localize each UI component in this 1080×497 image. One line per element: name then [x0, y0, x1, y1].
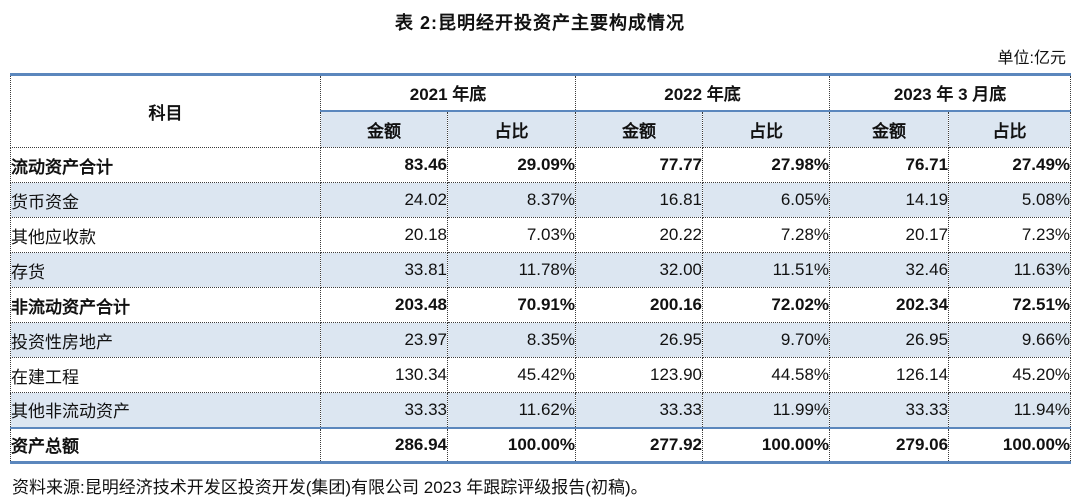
- amount-2022-cell: 77.77: [575, 147, 704, 183]
- amount-2022-cell: 200.16: [575, 287, 704, 323]
- row-label: 其他非流动资产: [10, 392, 321, 428]
- ratio-2021-cell: 70.91%: [446, 287, 577, 323]
- ratio-2022-cell: 7.28%: [702, 217, 831, 253]
- ratio-2022-cell: 27.98%: [702, 147, 831, 183]
- amount-2023m3-cell: 20.17: [829, 217, 950, 253]
- ratio-2023m3-cell: 27.49%: [948, 147, 1072, 183]
- row-label: 存货: [10, 252, 321, 288]
- row-label: 资产总额: [10, 426, 321, 464]
- ratio-2021-cell: 8.35%: [446, 322, 577, 358]
- amount-2023m3-cell: 202.34: [829, 287, 950, 323]
- amount-2021-cell: 203.48: [320, 287, 448, 323]
- amount-2021-cell: 33.81: [320, 252, 448, 288]
- unit-label: 单位:亿元: [997, 50, 1066, 67]
- amount-2022-cell: 16.81: [575, 182, 704, 218]
- table-row-investment-property: 投资性房地产 23.97 8.35% 26.95 9.70% 26.95 9.6…: [10, 322, 1072, 358]
- row-label: 在建工程: [10, 357, 321, 393]
- ratio-2022-cell: 72.02%: [702, 287, 831, 323]
- ratio-2021-cell: 29.09%: [446, 147, 577, 183]
- ratio-2022-cell: 6.05%: [702, 182, 831, 218]
- ratio-2021-cell: 45.42%: [446, 357, 577, 393]
- source-note: 资料来源:昆明经济技术开发区投资开发(集团)有限公司 2023 年跟踪评级报告(…: [12, 478, 648, 497]
- table-title: 表 2:昆明经开投资产主要构成情况: [394, 13, 685, 33]
- ratio-2023m3-cell: 72.51%: [948, 287, 1072, 323]
- ratio-2023m3-cell: 100.00%: [948, 426, 1072, 464]
- ratio-2022-cell: 44.58%: [702, 357, 831, 393]
- header-row-periods: 科目 2021 年底 2022 年底 2023 年 3 月底: [10, 73, 1072, 148]
- amount-header-2021: 金额: [320, 110, 448, 148]
- ratio-2021-cell: 11.62%: [446, 392, 577, 428]
- amount-2021-cell: 24.02: [320, 182, 448, 218]
- table-row-current-assets-total: 流动资产合计 83.46 29.09% 77.77 27.98% 76.71 2…: [10, 147, 1072, 183]
- table-row-other-noncurrent-assets: 其他非流动资产 33.33 11.62% 33.33 11.99% 33.33 …: [10, 392, 1072, 428]
- table-row-inventory: 存货 33.81 11.78% 32.00 11.51% 32.46 11.63…: [10, 252, 1072, 288]
- ratio-header-2022: 占比: [702, 110, 831, 148]
- amount-2022-cell: 26.95: [575, 322, 704, 358]
- ratio-2023m3-cell: 9.66%: [948, 322, 1072, 358]
- ratio-2022-cell: 9.70%: [702, 322, 831, 358]
- amount-2021-cell: 130.34: [320, 357, 448, 393]
- amount-2023m3-cell: 76.71: [829, 147, 950, 183]
- ratio-2021-cell: 7.03%: [446, 217, 577, 253]
- amount-2023m3-cell: 14.19: [829, 182, 950, 218]
- assets-composition-table: 科目 2021 年底 2022 年底 2023 年 3 月底 金额 占比 金额 …: [10, 73, 1072, 464]
- table-row-assets-total: 资产总额 286.94 100.00% 277.92 100.00% 279.0…: [10, 426, 1072, 464]
- amount-2022-cell: 20.22: [575, 217, 704, 253]
- amount-2022-cell: 123.90: [575, 357, 704, 393]
- amount-header-2022: 金额: [575, 110, 704, 148]
- amount-2022-cell: 32.00: [575, 252, 704, 288]
- table-row-other-receivables: 其他应收款 20.18 7.03% 20.22 7.28% 20.17 7.23…: [10, 217, 1072, 253]
- ratio-2022-cell: 11.99%: [702, 392, 831, 428]
- amount-2021-cell: 23.97: [320, 322, 448, 358]
- row-label: 投资性房地产: [10, 322, 321, 358]
- table-row-monetary-funds: 货币资金 24.02 8.37% 16.81 6.05% 14.19 5.08%: [10, 182, 1072, 218]
- amount-2021-cell: 83.46: [320, 147, 448, 183]
- ratio-2021-cell: 100.00%: [446, 426, 577, 464]
- ratio-2023m3-cell: 11.94%: [948, 392, 1072, 428]
- ratio-header-2023m3: 占比: [948, 110, 1072, 148]
- ratio-2022-cell: 11.51%: [702, 252, 831, 288]
- table-row-construction-in-progress: 在建工程 130.34 45.42% 123.90 44.58% 126.14 …: [10, 357, 1072, 393]
- row-label: 流动资产合计: [10, 147, 321, 183]
- amount-header-2023m3: 金额: [829, 110, 950, 148]
- amount-2021-cell: 33.33: [320, 392, 448, 428]
- row-label: 其他应收款: [10, 217, 321, 253]
- ratio-header-2021: 占比: [446, 110, 577, 148]
- ratio-2023m3-cell: 11.63%: [948, 252, 1072, 288]
- col-group-2022: 2022 年底: [575, 73, 831, 112]
- amount-2022-cell: 277.92: [575, 426, 704, 464]
- ratio-2021-cell: 8.37%: [446, 182, 577, 218]
- amount-2023m3-cell: 126.14: [829, 357, 950, 393]
- col-group-2021: 2021 年底: [319, 73, 577, 112]
- amount-2021-cell: 286.94: [320, 426, 448, 464]
- amount-2023m3-cell: 33.33: [829, 392, 950, 428]
- col-group-2023m3: 2023 年 3 月底: [829, 73, 1072, 112]
- amount-2022-cell: 33.33: [575, 392, 704, 428]
- table-row-noncurrent-assets-total: 非流动资产合计 203.48 70.91% 200.16 72.02% 202.…: [10, 287, 1072, 323]
- row-label: 非流动资产合计: [10, 287, 321, 323]
- ratio-2022-cell: 100.00%: [702, 426, 831, 464]
- ratio-2021-cell: 11.78%: [446, 252, 577, 288]
- ratio-2023m3-cell: 5.08%: [948, 182, 1072, 218]
- amount-2023m3-cell: 279.06: [829, 426, 950, 464]
- amount-2023m3-cell: 26.95: [829, 322, 950, 358]
- ratio-2023m3-cell: 7.23%: [948, 217, 1072, 253]
- amount-2021-cell: 20.18: [320, 217, 448, 253]
- ratio-2023m3-cell: 45.20%: [948, 357, 1072, 393]
- amount-2023m3-cell: 32.46: [829, 252, 950, 288]
- header-row-measures: 金额 占比 金额 占比 金额 占比: [11, 110, 1072, 148]
- subject-header: 科目: [10, 73, 321, 148]
- row-label: 货币资金: [10, 182, 321, 218]
